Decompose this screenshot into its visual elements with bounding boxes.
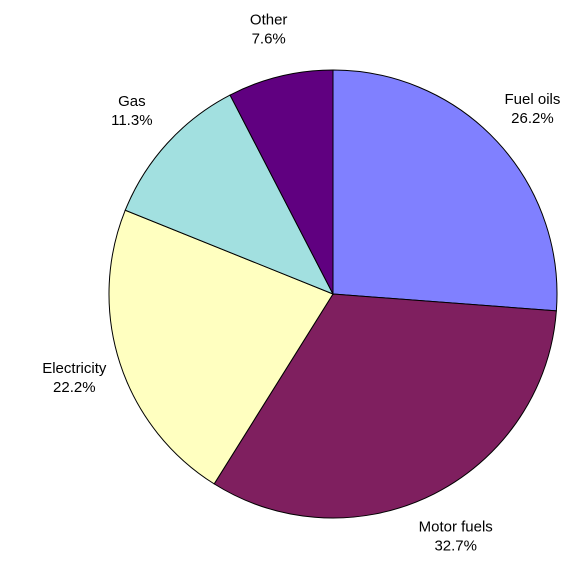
slice-label: Motor fuels: [419, 519, 493, 536]
slice-value-label: 32.7%: [434, 538, 477, 555]
slice-value-label: 22.2%: [53, 379, 96, 396]
pie-slice: [108, 209, 334, 485]
slice-value-label: 7.6%: [252, 31, 286, 48]
slice-value-label: 11.3%: [111, 112, 152, 129]
pie-slice: [332, 69, 558, 312]
slice-label: Fuel oils: [505, 91, 561, 108]
slice-label: Other: [250, 12, 288, 29]
pie-slice: [229, 69, 334, 295]
pie-slice: [124, 94, 335, 295]
slice-label: Electricity: [42, 360, 107, 377]
slice-label: Gas: [118, 93, 146, 110]
slice-value-label: 26.2%: [511, 110, 554, 127]
pie-slice: [213, 293, 557, 519]
